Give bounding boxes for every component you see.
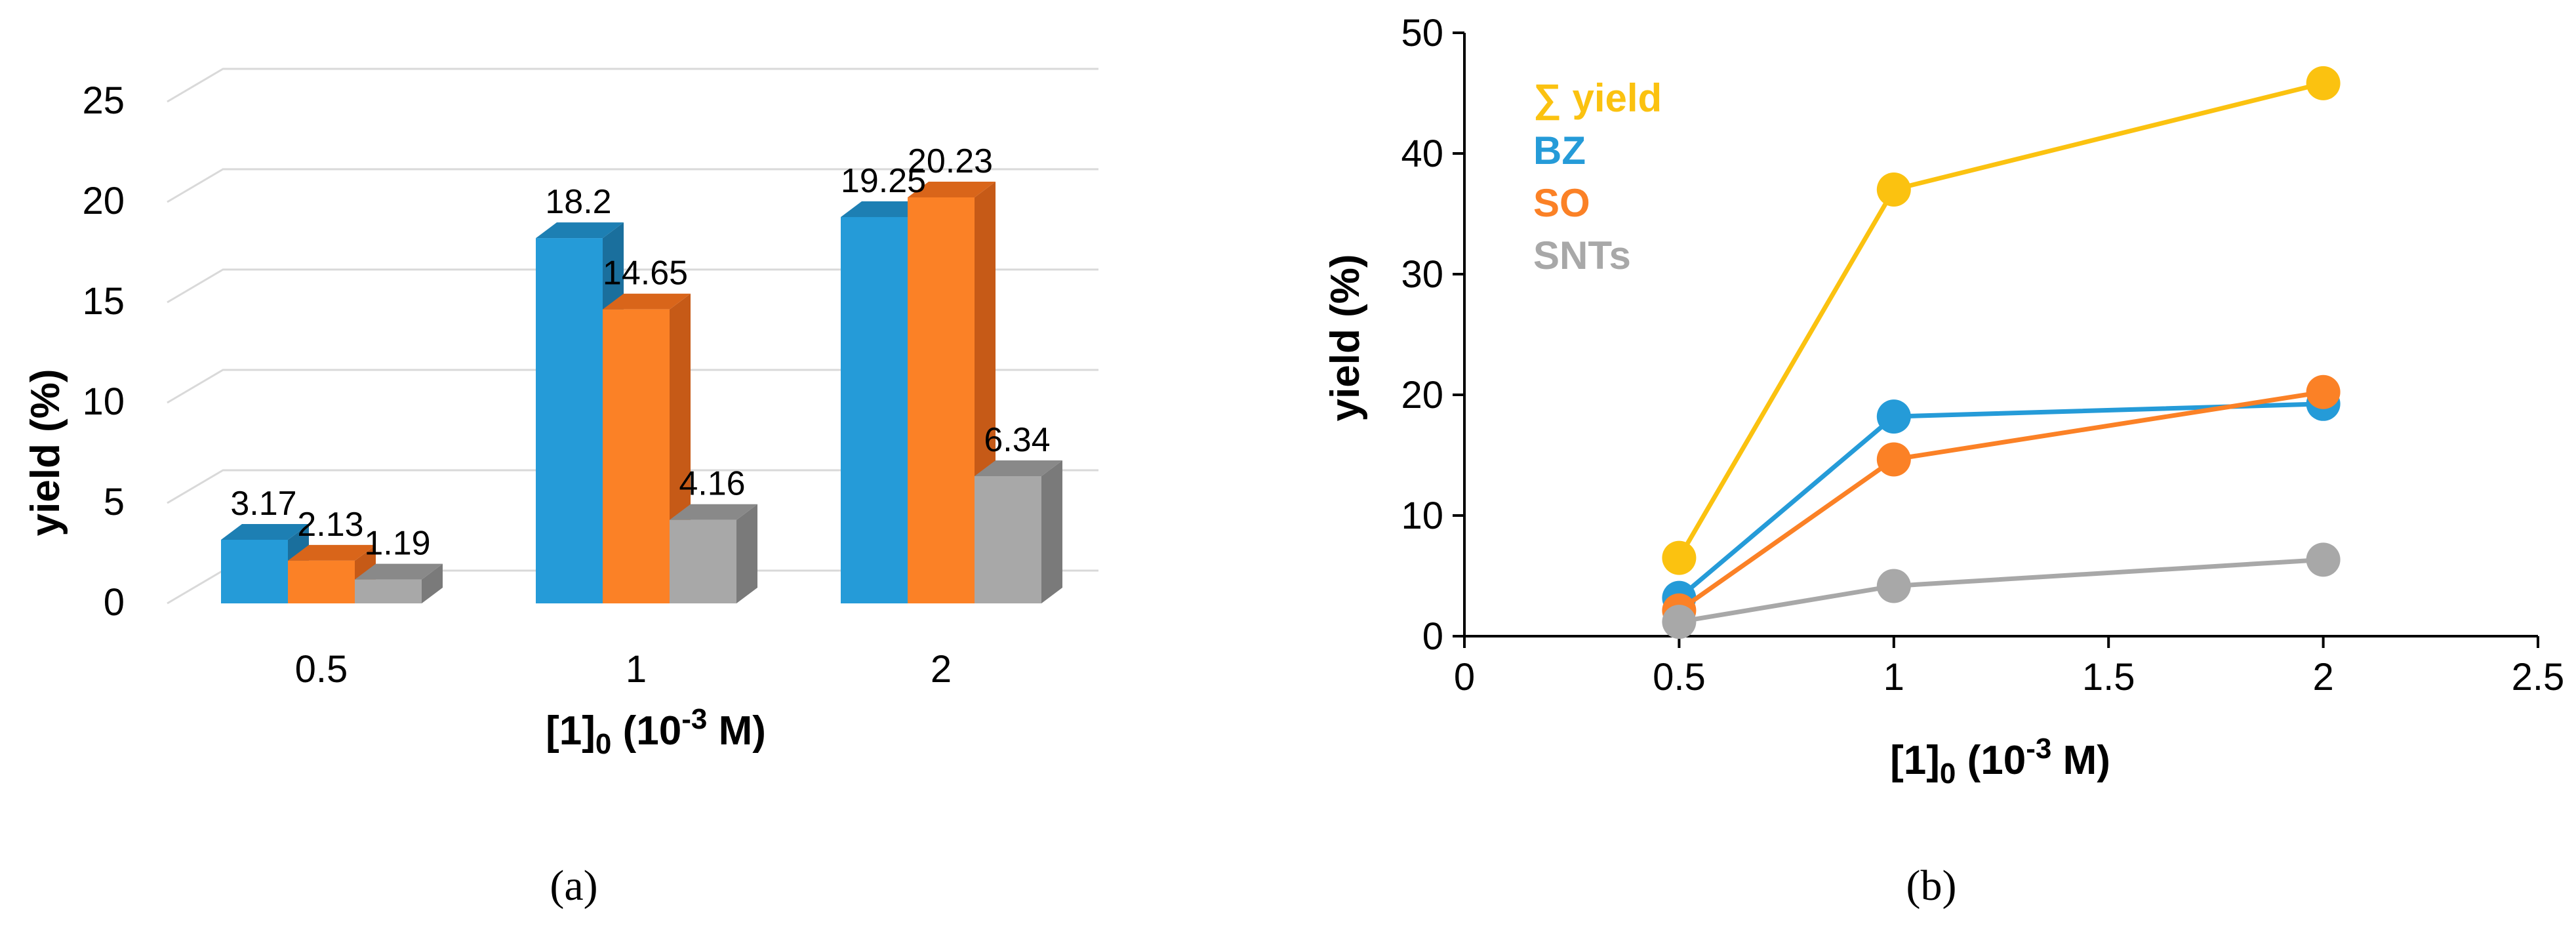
bar [603, 309, 670, 603]
line-series-point [1876, 442, 1911, 477]
bar-data-label: 20.23 [908, 142, 993, 180]
line-chart-x-tick-label: 0 [1454, 656, 1475, 698]
bar-top-face [908, 181, 996, 197]
bar-chart-y-ticks: 0 5 10 15 20 25 [82, 79, 125, 624]
panel-label-b: (b) [1906, 862, 1957, 910]
bar-side-face [1041, 460, 1062, 603]
bar-data-label: 19.25 [841, 162, 926, 200]
bar-data-label: 4.16 [679, 465, 745, 503]
line-chart-legend: ∑ yield BZ SO SNTs [1533, 76, 1662, 277]
bar-data-label: 14.65 [603, 254, 688, 293]
bar [670, 519, 736, 603]
line-chart-y-tick-label: 10 [1401, 495, 1443, 537]
line-series-point [1876, 569, 1911, 603]
line-series-point [1662, 540, 1697, 575]
bar [908, 197, 975, 603]
line-chart-y-tick-label: 50 [1401, 12, 1443, 54]
line-chart-y-tick-label: 0 [1422, 615, 1443, 658]
bar-data-label: 6.34 [984, 421, 1050, 459]
legend-entry: SNTs [1533, 233, 1631, 277]
line-series-point [2306, 66, 2341, 100]
bar-chart-gridline [167, 168, 1098, 203]
bar-chart-x-tick-label: 1 [626, 648, 647, 691]
legend-entry: BZ [1533, 129, 1586, 172]
bar [536, 238, 603, 604]
bar-chart-y-tick-label: 15 [82, 280, 125, 323]
bar-data-label: 2.13 [297, 506, 363, 544]
bar-top-face [841, 201, 929, 217]
line-chart-x-tick-label: 1 [1883, 656, 1904, 698]
line-chart-y-tick-label: 20 [1401, 374, 1443, 416]
line-chart-x-tick-label: 0.5 [1653, 656, 1706, 698]
bar-top-face [670, 504, 757, 520]
bar-data-label: 1.19 [364, 525, 430, 563]
line-chart-y-tick-label: 30 [1401, 253, 1443, 296]
line-chart-x-tick-label: 1.5 [2082, 656, 2135, 698]
line-chart-x-ticks: 0 0.5 1 1.5 2 2.5 [1454, 636, 2564, 698]
bar-chart-x-ticks: 0.5 1 2 [295, 648, 952, 691]
legend-entry: SO [1533, 181, 1590, 225]
bar-top-face [975, 460, 1062, 476]
bar-chart-y-tick-label: 25 [82, 79, 125, 122]
bar-chart-gridline [167, 469, 1098, 504]
bar [288, 560, 355, 603]
bar-chart-y-tick-label: 20 [82, 180, 125, 222]
bar-side-face [736, 504, 757, 603]
bar [975, 475, 1041, 603]
bar-top-face [603, 293, 691, 310]
bar [841, 216, 908, 603]
line-series-point [1876, 172, 1911, 207]
bar-chart-gridline [167, 369, 1098, 404]
bar-chart-gridline [167, 268, 1098, 304]
line-chart-x-tick-label: 2.5 [2512, 656, 2565, 698]
line-series-point [1662, 605, 1697, 639]
bar-top-face [221, 523, 309, 540]
bar-chart-bars [221, 181, 1062, 604]
bar-top-face [355, 563, 443, 580]
bar-chart-y-tick-label: 0 [104, 581, 125, 624]
line-chart-y-tick-label: 40 [1401, 132, 1443, 175]
line-series-point [2306, 374, 2341, 409]
bar-data-label: 18.2 [545, 183, 611, 221]
bar-side-face [422, 563, 443, 603]
bar-chart-x-tick-label: 0.5 [295, 648, 348, 691]
line-series-point [2306, 542, 2341, 577]
line-chart-y-ticks: 0 10 20 30 40 50 [1401, 12, 1464, 658]
line-chart-y-axis-title: yield (%) [1323, 254, 1368, 422]
bar-chart-gridline [167, 68, 1098, 103]
bar-chart-y-tick-label: 10 [82, 380, 125, 423]
bar-chart-y-axis-title: yield (%) [23, 369, 68, 536]
panel-label-a: (a) [550, 862, 597, 910]
line-chart-x-tick-label: 2 [2312, 656, 2333, 698]
bar-chart-panel: 0 5 10 15 20 25 3.172.13 1.19 18.2 14.65 4.16 19.2… [23, 68, 1098, 910]
bar-top-face [536, 222, 624, 239]
legend-entry: ∑ yield [1533, 76, 1662, 121]
bar [355, 579, 422, 603]
line-chart-panel: 0 10 20 30 40 50 0 0.5 1 1.5 2 2.5 ∑ yield BZ SO SNTs… [1323, 12, 2564, 910]
line-chart-series [1662, 66, 2341, 639]
bar-chart-y-tick-label: 5 [104, 481, 125, 523]
bar-data-label: 3.17 [230, 485, 296, 523]
bar-chart-x-axis-title: [1]0 (10-3 M) [546, 703, 766, 760]
bar-chart-x-tick-label: 2 [931, 648, 952, 691]
line-chart-x-axis-title: [1]0 (10-3 M) [1890, 733, 2110, 790]
bar-chart-gridlines [167, 68, 1098, 605]
bar-top-face [288, 544, 376, 561]
line-series-point [1876, 399, 1911, 434]
bar [221, 539, 288, 603]
